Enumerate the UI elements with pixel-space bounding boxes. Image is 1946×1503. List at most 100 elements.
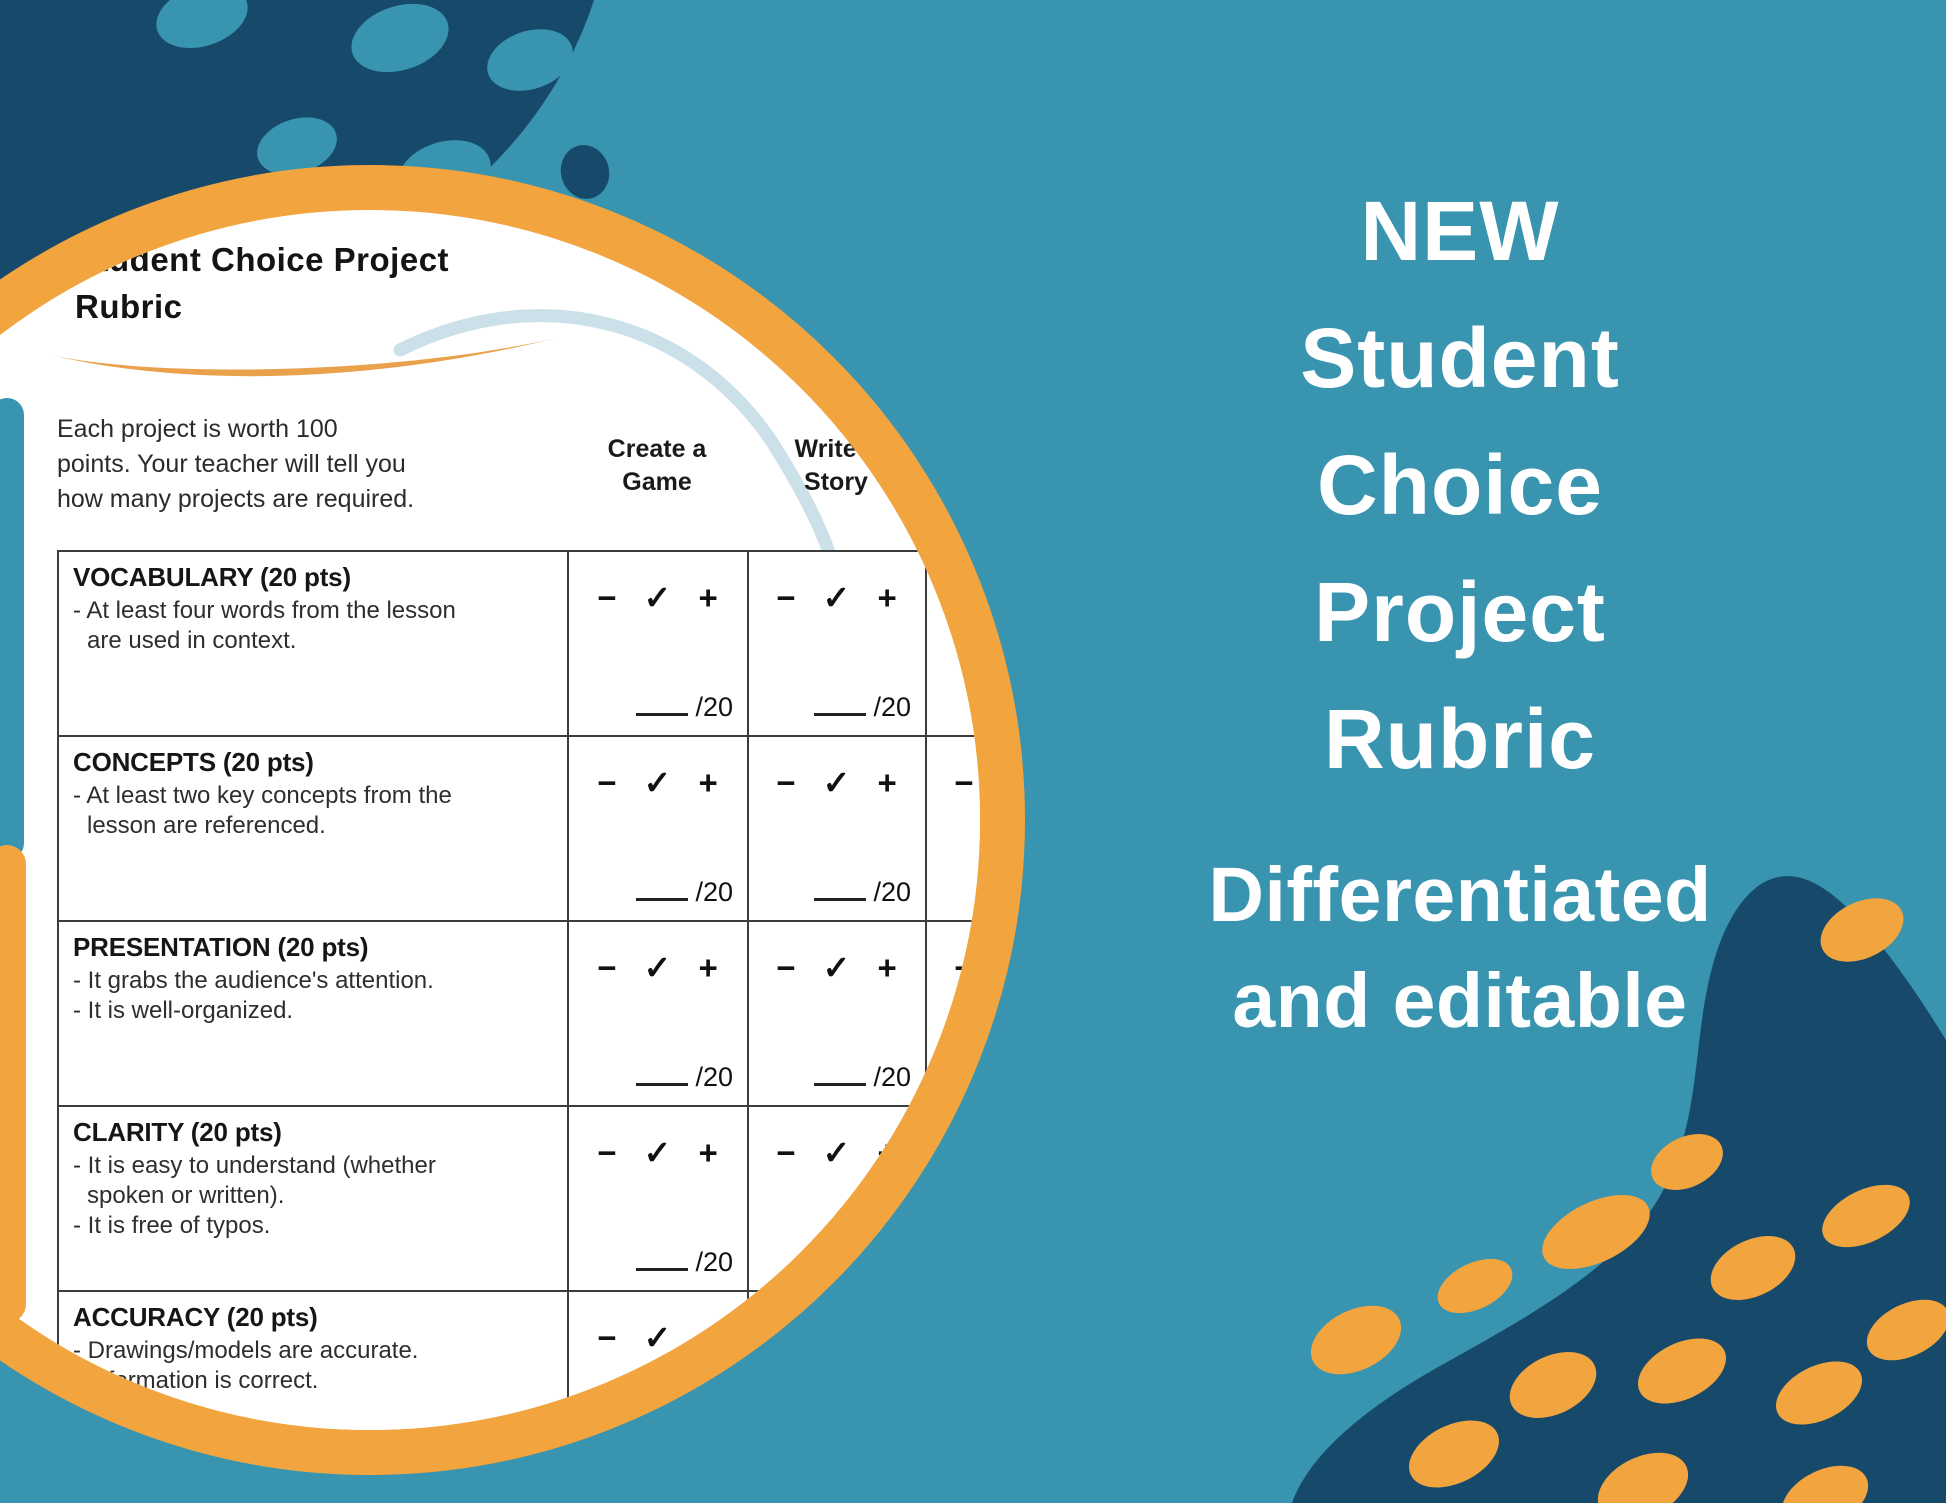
criteria-cell-presentation: PRESENTATION (20 pts) - It grabs the aud… [59,922,569,1107]
column-header-line: Create a [607,435,707,463]
score-line: /20 [814,877,911,908]
subheadline-line-editable: and editable [1232,958,1688,1044]
criteria-cell-clarity: CLARITY (20 pts) - It is easy to underst… [59,1107,569,1292]
rubric-intro: Each project is worth 100 points. Your t… [57,412,487,517]
score-marks: − ✓ + [776,1319,898,1356]
score-blank [636,709,689,716]
score-cell: − ✓ + /20 [569,1292,749,1430]
criteria-bullet: - It is free of typos. [73,1212,271,1239]
score-marks: − ✓ + [597,949,719,986]
column-header-line: Game [622,468,692,496]
score-blank [636,894,689,901]
score-line: /20 [814,1062,911,1093]
rubric-preview-circle: Student Choice Project Rubric Each proje… [0,165,1025,1475]
blue-swoosh [393,309,845,592]
score-blank [814,709,867,716]
poster-subheadline: Differentiated and editable [1010,842,1910,1054]
score-line: /20 [636,877,733,908]
column-header-create-a-game: Create a Game [567,433,747,499]
criteria-cell-accuracy: ACCURACY (20 pts) - Drawings/models are … [59,1292,569,1430]
score-marks: − ✓ + [776,764,898,801]
score-denominator: /20 [695,692,733,722]
headline-line-new: NEW [1360,184,1560,278]
criteria-bullet: - It is easy to understand (whether spok… [73,1152,436,1209]
score-marks: − ✓ + [597,1134,719,1171]
score-marks: − ✓ + [954,1134,980,1171]
score-line: /20 [636,1062,733,1093]
score-denominator: /20 [873,692,911,722]
navy-dot [560,145,610,199]
criteria-title: VOCABULARY (20 pts) [73,562,351,592]
criteria-title: ACCURACY (20 pts) [73,1302,318,1332]
criteria-bullet: - At least four words from the lesson ar… [73,597,456,654]
score-marks: − ✓ + [776,579,898,616]
criteria-cell-vocabulary: VOCABULARY (20 pts) - At least four word… [59,552,569,737]
score-denominator: /20 [873,877,911,907]
rubric-table: VOCABULARY (20 pts) - At least four word… [57,550,980,1430]
criteria-title: CLARITY (20 pts) [73,1117,282,1147]
column-header-line: Write a [794,435,878,463]
subheadline-line-differentiated: Differentiated [1208,852,1712,938]
score-denominator: /20 [695,1062,733,1092]
score-marks: − ✓ + [597,1319,719,1356]
score-cell: − ✓ + /20 [749,737,927,922]
score-line: /20 [636,1247,733,1278]
score-denominator: /20 [873,1247,911,1277]
column-header-write-a-story: Write a Story [746,433,926,499]
headline-line-project: Project [1314,565,1606,659]
headline-line-choice: Choice [1316,438,1604,532]
score-cell: − ✓ + /20 [749,1107,927,1292]
score-cell: − ✓ + /20 [749,922,927,1107]
score-marks: − ✓ + [954,579,980,616]
intro-line: how many projects are required. [57,485,415,513]
score-cell: − ✓ + /20 [927,552,980,737]
score-cell: − ✓ + /20 [749,1292,927,1430]
column-header-line: Story [804,468,868,496]
criteria-cell-concepts: CONCEPTS (20 pts) - At least two key con… [59,737,569,922]
score-cell: − ✓ + /20 [927,1107,980,1292]
score-marks: − ✓ + [776,949,898,986]
score-denominator: /20 [695,877,733,907]
orange-dots-bottom-right [1310,898,1946,1503]
navy-blob-bottom-right [1292,876,1946,1503]
score-cell: − ✓ + /20 [569,922,749,1107]
headline-line-student: Student [1300,311,1620,405]
rubric-document-title: Student Choice Project Rubric [75,236,595,330]
score-denominator: /20 [695,1247,733,1277]
score-cell: − ✓ + /20 [927,922,980,1107]
criteria-title: PRESENTATION (20 pts) [73,932,369,962]
score-line: /20 [636,692,733,723]
score-marks: − ✓ + [954,1319,980,1356]
criteria-bullet: - It grabs the audience's attention. [73,967,434,994]
score-blank [814,894,867,901]
score-blank [814,1264,867,1271]
criteria-bullet: - Information is correct. [73,1367,319,1394]
criteria-title: CONCEPTS (20 pts) [73,747,314,777]
score-cell: − ✓ + /20 [927,1292,980,1430]
rubric-title-line2: Rubric [75,288,183,325]
criteria-bullet: - Drawings/models are accurate. [73,1337,419,1364]
orange-edge-strip [0,845,26,1323]
teal-edge-strip [0,398,24,860]
criteria-bullet: - It is well-organized. [73,997,294,1024]
criteria-bullet: - At least two key concepts from the les… [73,782,452,839]
score-marks: − ✓ + [954,764,980,801]
score-cell: − ✓ + /20 [927,737,980,922]
score-marks: − ✓ + [954,949,980,986]
rubric-title-line1: Student Choice Project [75,241,450,278]
score-denominator: /20 [873,1062,911,1092]
score-marks: − ✓ + [597,579,719,616]
headline-line-rubric: Rubric [1323,692,1597,786]
score-blank [814,1079,867,1086]
score-line: /20 [814,1247,911,1278]
score-cell: − ✓ + /20 [569,1107,749,1292]
orange-swoosh [55,338,557,377]
intro-line: points. Your teacher will tell you [57,450,406,478]
score-cell: − ✓ + /20 [749,552,927,737]
intro-line: Each project is worth 100 [57,415,338,443]
score-cell: − ✓ + /20 [569,737,749,922]
score-line: /20 [814,692,911,723]
score-cell: − ✓ + /20 [569,552,749,737]
score-blank [636,1079,689,1086]
